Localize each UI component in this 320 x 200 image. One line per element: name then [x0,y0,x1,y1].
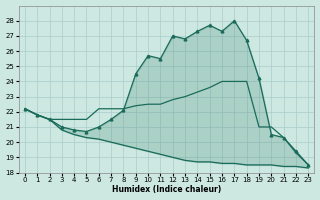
X-axis label: Humidex (Indice chaleur): Humidex (Indice chaleur) [112,185,221,194]
